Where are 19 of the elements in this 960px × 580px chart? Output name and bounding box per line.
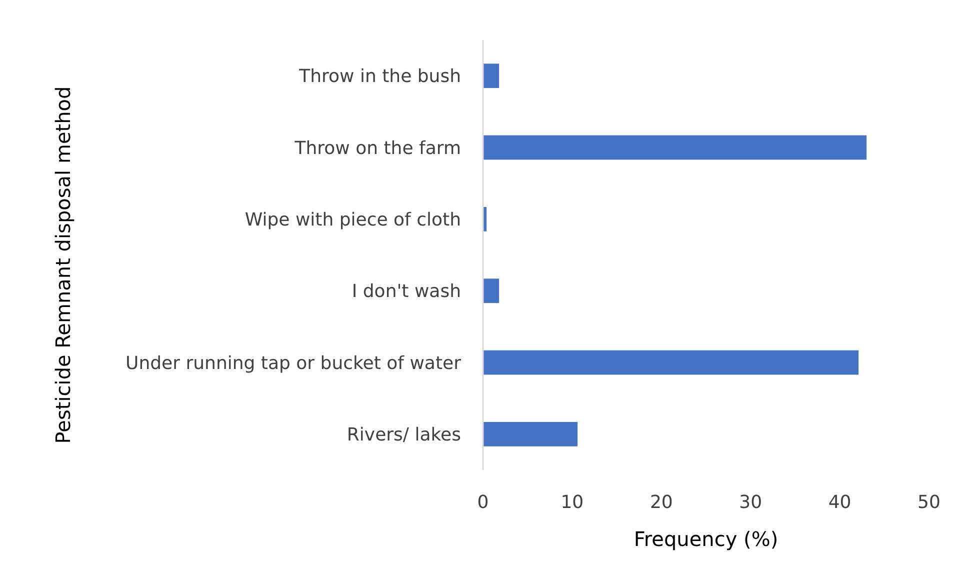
y-tick-label: Throw on the farm: [294, 138, 461, 159]
bar: [483, 422, 578, 446]
bar: [483, 350, 859, 375]
bar: [483, 278, 500, 304]
y-tick-label: Rivers/ lakes: [346, 424, 461, 446]
y-tick-label: I don't wash: [352, 281, 461, 302]
x-tick-label: 50: [918, 492, 940, 513]
bar: [483, 64, 500, 88]
x-tick-label: 10: [560, 492, 584, 513]
y-tick-label: Under running tap or bucket of water: [126, 352, 462, 374]
y-axis-title: Pesticide Remnant disposal method: [51, 86, 75, 444]
y-tick-label: Throw in the bush: [298, 66, 461, 88]
bar: [483, 135, 867, 160]
x-axis-title: Frequency (%): [634, 527, 778, 551]
y-tick-label: Wipe with piece of cloth: [244, 209, 461, 230]
x-tick-label: 30: [739, 492, 762, 513]
x-tick-label: 40: [828, 492, 852, 513]
x-tick-label: 20: [650, 492, 673, 513]
x-tick-label: 0: [477, 492, 489, 513]
